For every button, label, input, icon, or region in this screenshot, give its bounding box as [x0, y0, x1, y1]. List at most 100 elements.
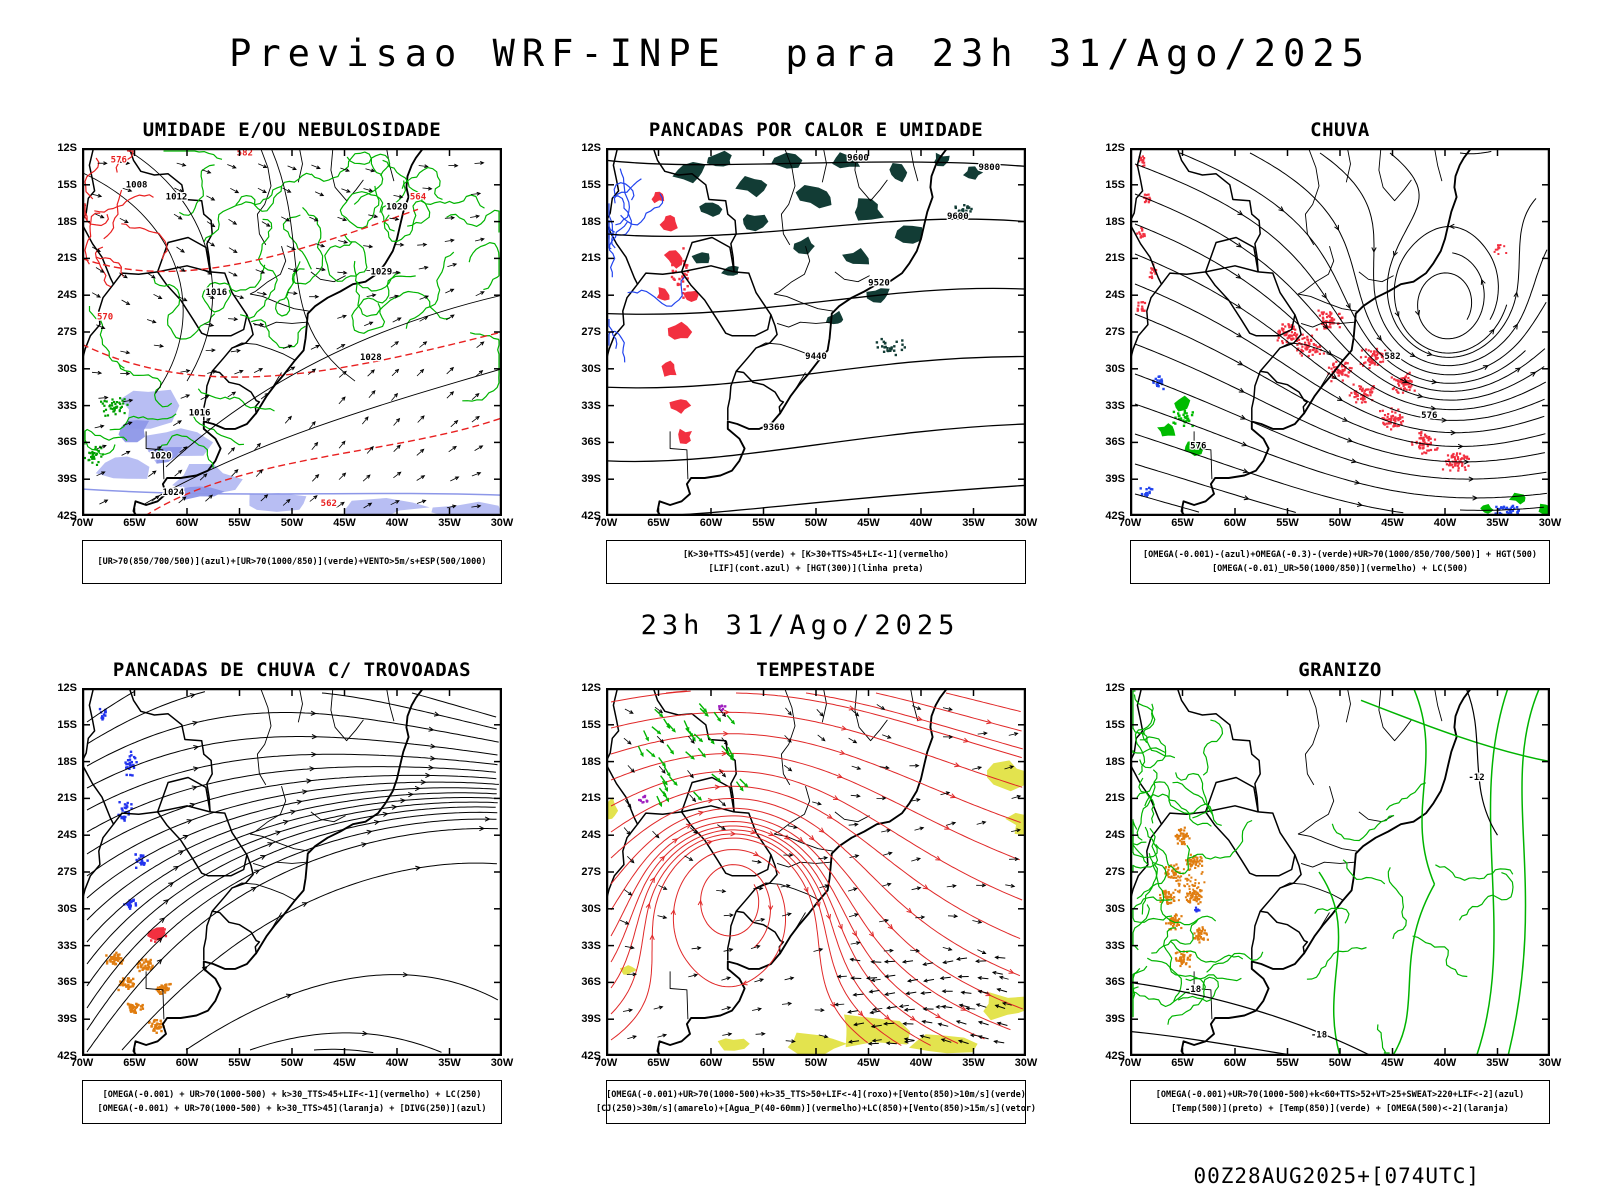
lon-tick-label: 45W — [1381, 1057, 1404, 1069]
lat-tick-label: 33S — [57, 399, 77, 412]
lat-tick-label: 15S — [57, 718, 77, 731]
lon-tick-label: 50W — [804, 1057, 828, 1069]
svg-text:-12: -12 — [1468, 773, 1484, 783]
lon-axis: 70W 65W 60W 55W 50W 45W 40W 35W 30W — [71, 1056, 514, 1073]
lat-axis: 12S 15S 18S 21S 24S 27S 30S 33S 36S 39S 42S — [1096, 682, 1130, 1062]
lat-tick-label: 30S — [57, 902, 77, 915]
lat-tick-label: 21S — [581, 252, 601, 265]
caption-box: [K>30+TTS>45](verde) + [K>30+TTS>45+LI<-… — [606, 540, 1026, 584]
caption-box: [OMEGA(-0.001)+UR>70(1000-500)+k<60+TTS>… — [1130, 1080, 1550, 1124]
lat-tick-label: 30S — [581, 902, 601, 915]
lat-tick-label: 36S — [1105, 436, 1125, 449]
lat-tick-label: 15S — [581, 718, 601, 731]
lat-axis: 12S 15S 18S 21S 24S 27S 30S 33S 36S 39S 42S — [572, 142, 606, 522]
lat-tick-label: 15S — [581, 178, 601, 191]
lon-tick-label: 65W — [647, 517, 670, 529]
svg-text:1016: 1016 — [206, 288, 228, 298]
lon-tick-label: 30W — [490, 1057, 514, 1069]
svg-text:1020: 1020 — [150, 451, 172, 461]
lon-axis: 70W 65W 60W 55W 50W 45W 40W 35W 30W — [71, 516, 514, 533]
forecast-map-umidade: 1008 1012 1016 1016 1020 1024 1028 1020 1029 576 5… — [82, 148, 502, 516]
lon-tick-label: 40W — [909, 517, 933, 529]
panel-title: CHUVA — [1310, 119, 1370, 141]
lat-tick-label: 33S — [581, 399, 601, 412]
lon-tick-label: 70W — [70, 1057, 94, 1069]
lon-tick-label: 50W — [280, 517, 304, 529]
lon-tick-label: 35W — [438, 1057, 461, 1069]
lon-tick-label: 35W — [1486, 517, 1509, 529]
lat-tick-label: 30S — [1105, 902, 1125, 915]
lon-tick-label: 45W — [857, 1057, 880, 1069]
panel-title: UMIDADE E/OU NEBULOSIDADE — [142, 119, 442, 141]
lat-tick-label: 24S — [581, 829, 601, 842]
lon-tick-label: 35W — [962, 1057, 985, 1069]
caption-line: [OMEGA(-0.01)_UR>50(1000/850)](vermelho)… — [1212, 564, 1468, 574]
panel-title: PANCADAS DE CHUVA C/ TROVOADAS — [112, 659, 472, 681]
lon-tick-label: 50W — [280, 1057, 304, 1069]
lat-tick-label: 39S — [581, 473, 601, 486]
lat-tick-label: 30S — [1105, 362, 1125, 375]
lon-tick-label: 40W — [1433, 517, 1457, 529]
lat-tick-label: 42S — [581, 510, 601, 522]
lon-tick-label: 40W — [385, 517, 409, 529]
svg-text:564: 564 — [410, 193, 427, 203]
lat-tick-label: 21S — [57, 792, 77, 805]
svg-text:9600: 9600 — [947, 212, 969, 222]
lat-tick-label: 24S — [581, 289, 601, 302]
caption-box: [OMEGA(-0.001)-(azul)+OMEGA(-0.3)-(verde… — [1130, 540, 1550, 584]
lon-axis: 70W 65W 60W 55W 50W 45W 40W 35W 30W — [1119, 516, 1562, 533]
lon-tick-label: 40W — [909, 1057, 933, 1069]
caption-line: [OMEGA(-0.001) + UR>70(1000-500) + k>30_… — [97, 1104, 487, 1114]
lat-tick-label: 12S — [57, 682, 77, 694]
lon-tick-label: 55W — [228, 517, 251, 529]
lon-tick-label: 65W — [1171, 1057, 1194, 1069]
lat-tick-label: 12S — [1105, 142, 1125, 154]
lon-tick-label: 55W — [1276, 1057, 1299, 1069]
panel-pancadas-calor: PANCADAS POR CALOR E UMIDADE 12S 15S 18S 21… — [572, 119, 1037, 584]
page-title: Previsao WRF-INPE para 23h 31/Ago/2025 — [229, 32, 1371, 75]
svg-text:576: 576 — [1421, 411, 1437, 421]
lon-tick-label: 30W — [1538, 1057, 1562, 1069]
caption-line: [LIF](cont.azul) + [HGT(300)](linha pret… — [708, 564, 924, 574]
svg-text:1008: 1008 — [126, 180, 148, 190]
lon-tick-label: 65W — [647, 1057, 670, 1069]
lon-tick-label: 35W — [1486, 1057, 1509, 1069]
lon-tick-label: 60W — [699, 517, 723, 529]
lon-tick-label: 70W — [1118, 517, 1142, 529]
lat-tick-label: 33S — [1105, 939, 1125, 952]
caption-line: [OMEGA(-0.001)+UR>70(1000-500)+k<60+TTS>… — [1155, 1090, 1525, 1100]
lon-tick-label: 60W — [175, 517, 199, 529]
lat-tick-label: 24S — [57, 289, 77, 302]
lat-tick-label: 24S — [57, 829, 77, 842]
lon-tick-label: 50W — [804, 517, 828, 529]
lat-tick-label: 36S — [57, 436, 77, 449]
svg-text:1028: 1028 — [360, 353, 382, 363]
lat-tick-label: 42S — [581, 1050, 601, 1062]
lon-tick-label: 70W — [594, 517, 618, 529]
svg-text:-18: -18 — [1185, 985, 1201, 995]
svg-text:562: 562 — [321, 499, 337, 509]
svg-text:582: 582 — [1384, 352, 1400, 362]
lat-tick-label: 27S — [57, 326, 77, 338]
lat-tick-label: 27S — [581, 326, 601, 338]
panel-umidade: UMIDADE E/OU NEBULOSIDADE 12S 15S 18S 21S 24… — [48, 119, 514, 584]
svg-text:9440: 9440 — [805, 352, 827, 362]
lon-tick-label: 55W — [752, 517, 775, 529]
lat-tick-label: 24S — [1105, 289, 1125, 302]
panel-row-bottom: PANCADAS DE CHUVA C/ TROVOADAS 12S 15S 18S… — [48, 659, 1561, 1124]
svg-text:1020: 1020 — [386, 202, 408, 212]
svg-text:9600: 9600 — [847, 153, 869, 163]
lat-tick-label: 39S — [57, 1013, 77, 1026]
lat-axis: 12S 15S 18S 21S 24S 27S 30S 33S 36S 39S 42S — [48, 682, 82, 1062]
caption-box: [UR>70(850/700/500)](azul)+[UR>70(1000/8… — [82, 540, 502, 584]
lat-tick-label: 39S — [581, 1013, 601, 1026]
lon-tick-label: 50W — [1328, 517, 1352, 529]
lat-tick-label: 21S — [581, 792, 601, 805]
lat-tick-label: 36S — [57, 976, 77, 989]
panel-trovoadas: PANCADAS DE CHUVA C/ TROVOADAS 12S 15S 18S… — [48, 659, 514, 1124]
lon-tick-label: 60W — [699, 1057, 723, 1069]
lon-tick-label: 60W — [175, 1057, 199, 1069]
lat-tick-label: 12S — [581, 682, 601, 694]
lat-tick-label: 21S — [57, 252, 77, 265]
